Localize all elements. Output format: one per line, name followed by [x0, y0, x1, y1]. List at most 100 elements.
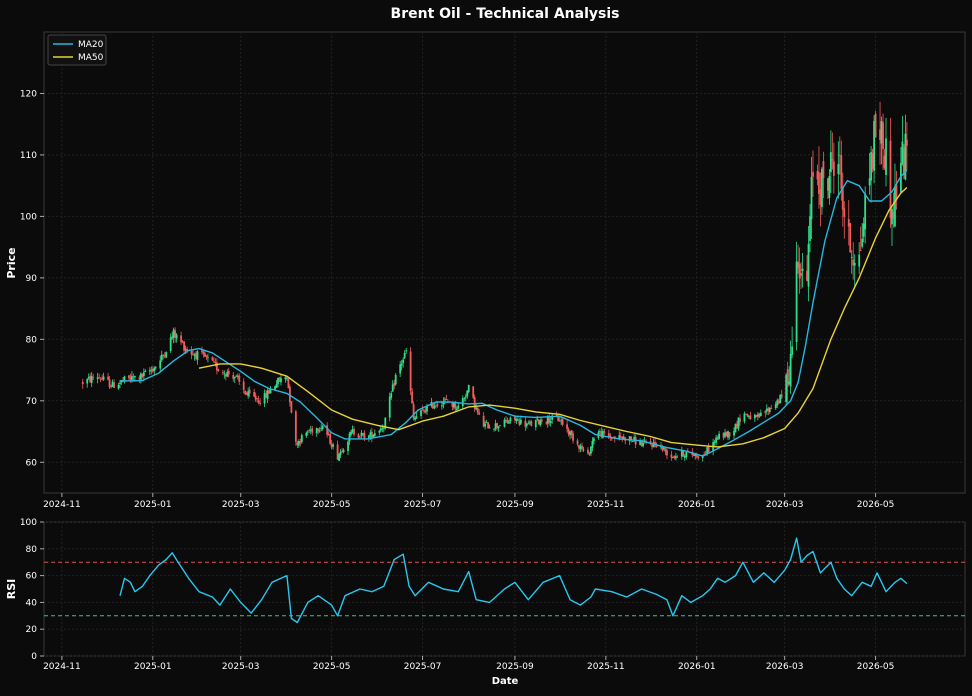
candle-body [570, 430, 573, 435]
candle-body [131, 375, 133, 381]
rsi-x-tick-label: 2025-03 [222, 662, 260, 672]
candle-body [171, 336, 174, 339]
candle-body [809, 216, 811, 241]
candle-body [211, 357, 214, 361]
candle-body [494, 423, 497, 429]
candle-body [342, 449, 345, 453]
candle-body [461, 398, 464, 407]
candle-body [263, 393, 266, 404]
candle-body [497, 426, 500, 429]
rsi-axis-label: RSI [5, 579, 18, 600]
candle-body [254, 395, 257, 400]
candle-body [318, 430, 321, 432]
candle-body [87, 377, 90, 379]
candle-body [372, 434, 375, 438]
candle-body [600, 431, 603, 437]
candle-body [607, 433, 610, 437]
candle-body [391, 384, 394, 392]
candle-body [227, 370, 230, 375]
candle-body [441, 405, 443, 407]
candle-body [525, 423, 528, 426]
candle-body [901, 141, 904, 164]
candle-body [113, 382, 115, 388]
candle-body [436, 404, 439, 406]
candle-body [487, 422, 490, 429]
candle-body [582, 449, 585, 451]
price-plot-area [43, 31, 966, 494]
candle-body [885, 138, 887, 175]
candle-body [828, 176, 831, 198]
candle-body [181, 341, 184, 343]
candle-body [464, 396, 467, 398]
candle-body [558, 420, 561, 422]
candle-body [381, 428, 384, 430]
candle-body [739, 418, 741, 423]
candle-body [402, 359, 405, 364]
candle-body [101, 378, 104, 380]
candle-body [420, 410, 422, 416]
candle-body [864, 193, 867, 230]
candle-body [883, 155, 886, 169]
price-x-tick-label: 2026-01 [678, 500, 716, 510]
candle-body [411, 391, 414, 404]
candle-body [306, 431, 309, 433]
candle-body [716, 437, 719, 440]
candle-body [360, 432, 363, 436]
candle-body [275, 384, 278, 388]
candle-body [111, 381, 114, 387]
legend-label-ma20: MA20 [78, 40, 104, 50]
candle-body [190, 350, 193, 355]
candle-body [96, 377, 99, 380]
candle-body [549, 421, 552, 424]
candle-body [353, 428, 355, 435]
candle-body [350, 431, 352, 435]
candle-body [409, 351, 412, 391]
candle-body [868, 178, 871, 186]
candle-body [426, 406, 428, 412]
candle-body [134, 376, 136, 378]
candle-body [628, 436, 631, 442]
candle-body [284, 377, 287, 379]
candle-body [412, 404, 415, 419]
candle-body [184, 349, 187, 351]
candle-body [174, 330, 177, 338]
rsi-x-tick-label: 2025-05 [313, 662, 351, 672]
candle-body [685, 451, 688, 458]
candle-body [674, 456, 677, 459]
candle-body [424, 410, 427, 413]
candle-body [305, 432, 308, 436]
candle-body [581, 445, 583, 449]
candle-body [300, 434, 303, 443]
candle-body [493, 428, 495, 430]
price-y-tick-label: 110 [20, 151, 37, 161]
candle-body [320, 428, 323, 430]
candle-body [902, 147, 905, 176]
candle-body [378, 430, 381, 433]
candle-body [786, 369, 789, 387]
candle-body [159, 360, 162, 369]
candle-body [905, 139, 908, 146]
candle-body [390, 393, 393, 398]
price-x-tick-label: 2025-03 [222, 500, 260, 510]
candle-body [603, 431, 606, 433]
candle-body [299, 441, 302, 443]
candle-body [640, 441, 643, 446]
candle-body [672, 457, 674, 458]
candle-body [452, 402, 455, 408]
candle-body [484, 423, 487, 427]
candle-body [207, 357, 209, 359]
candle-body [144, 370, 147, 372]
candle-body [631, 441, 634, 442]
candle-body [274, 386, 276, 390]
candle-body [821, 168, 823, 208]
candle-body [850, 257, 853, 258]
candle-body [838, 155, 841, 156]
candle-body [515, 419, 518, 421]
candle-body [247, 391, 250, 396]
price-y-tick-label: 120 [20, 89, 37, 99]
candle-body [745, 413, 747, 415]
candle-body [789, 353, 792, 387]
candle-body [196, 351, 199, 360]
